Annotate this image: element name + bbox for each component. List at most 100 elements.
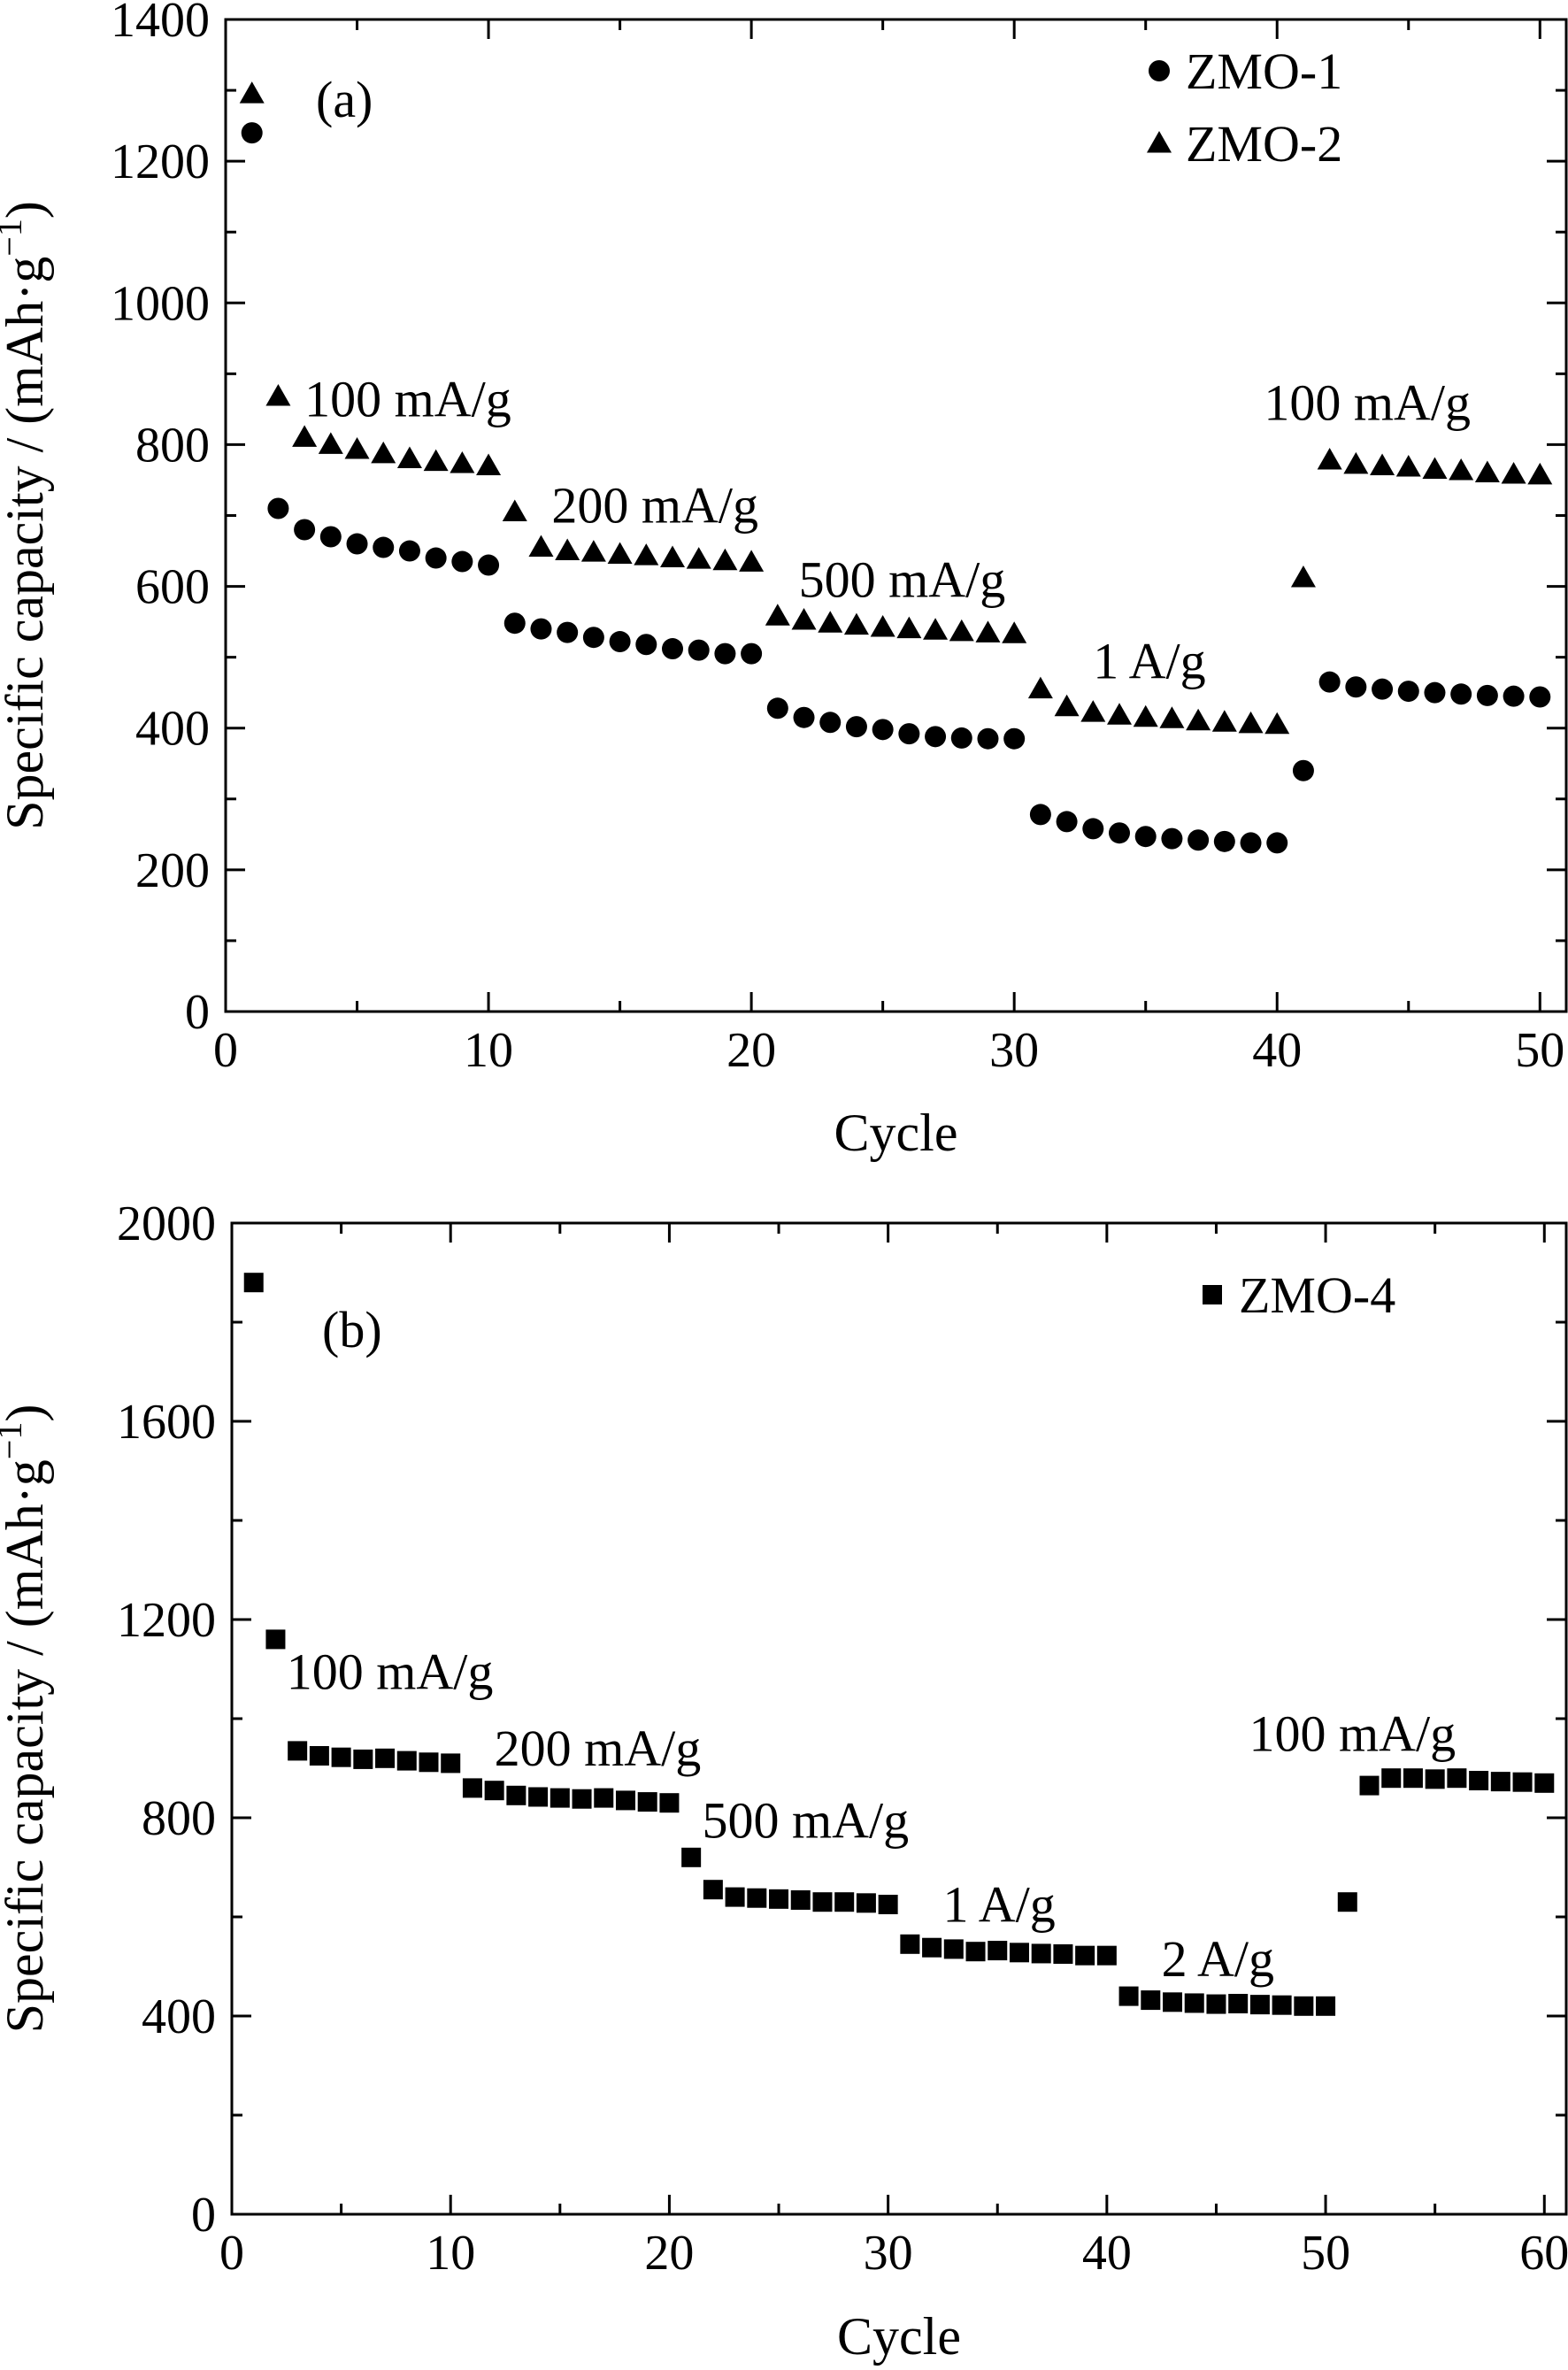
data-point-zmo-1 <box>741 643 763 665</box>
y-tick-label: 1200 <box>111 135 210 189</box>
data-point-zmo-2 <box>791 608 817 630</box>
data-point-zmo-2 <box>1186 708 1211 731</box>
data-point-zmo-4 <box>1249 1995 1270 2015</box>
data-point-zmo-4 <box>1053 1944 1073 1964</box>
rate-annotation: 100 mA/g <box>304 370 511 427</box>
y-tick-label: 800 <box>135 418 210 473</box>
x-axis-title: Cycle <box>837 2307 961 2366</box>
rate-annotation: 100 mA/g <box>287 1643 494 1700</box>
data-point-zmo-4 <box>988 1941 1008 1961</box>
data-point-zmo-2 <box>1107 703 1132 725</box>
x-tick-label: 10 <box>464 1023 513 1078</box>
data-point-zmo-4 <box>550 1788 570 1808</box>
data-point-zmo-2 <box>1474 460 1500 482</box>
data-point-zmo-1 <box>977 727 999 750</box>
data-point-zmo-1 <box>1213 830 1235 852</box>
data-point-zmo-1 <box>793 706 815 728</box>
y-tick-label: 0 <box>191 2188 216 2243</box>
data-point-zmo-4 <box>1228 1994 1249 2013</box>
y-tick-label: 1400 <box>111 0 210 48</box>
data-point-zmo-1 <box>1318 671 1341 693</box>
data-point-zmo-4 <box>594 1788 614 1808</box>
data-point-zmo-2 <box>1159 706 1185 728</box>
data-point-zmo-2 <box>923 618 949 640</box>
data-point-zmo-1 <box>1345 676 1367 698</box>
data-point-zmo-4 <box>484 1781 504 1801</box>
data-point-zmo-4 <box>922 1937 942 1958</box>
data-point-zmo-1 <box>766 697 788 719</box>
data-point-zmo-4 <box>703 1880 723 1900</box>
y-tick-label: 1200 <box>117 1593 216 1648</box>
series-zmo-4 <box>243 1273 1555 2016</box>
data-point-zmo-2 <box>660 545 685 568</box>
data-point-zmo-2 <box>739 550 765 572</box>
y-tick-label: 2000 <box>117 1197 216 1251</box>
data-point-zmo-2 <box>1422 457 1448 479</box>
data-point-zmo-4 <box>331 1747 351 1767</box>
data-point-zmo-4 <box>681 1847 702 1867</box>
data-point-zmo-4 <box>615 1790 635 1811</box>
data-point-zmo-4 <box>637 1792 657 1812</box>
data-point-zmo-4 <box>1075 1945 1095 1966</box>
data-point-zmo-2 <box>843 612 869 635</box>
y-tick-label: 800 <box>142 1791 216 1846</box>
data-point-zmo-1 <box>819 712 842 734</box>
data-point-zmo-1 <box>425 547 447 569</box>
data-point-zmo-4 <box>528 1787 549 1807</box>
data-point-zmo-2 <box>949 619 974 642</box>
data-point-zmo-1 <box>1134 826 1157 848</box>
y-axis-title: Specific capacity / (mAh·g−1) <box>0 1404 54 2034</box>
data-point-zmo-2 <box>975 620 1001 643</box>
data-point-zmo-4 <box>659 1793 680 1813</box>
data-point-zmo-1 <box>1424 681 1446 704</box>
rate-annotation: 500 mA/g <box>799 551 1006 609</box>
data-point-zmo-2 <box>344 437 370 459</box>
data-point-zmo-1 <box>872 719 894 741</box>
data-point-zmo-2 <box>1370 453 1395 475</box>
data-point-zmo-1 <box>530 618 552 640</box>
data-point-zmo-1 <box>1029 804 1051 826</box>
data-point-zmo-2 <box>1211 710 1237 732</box>
data-point-zmo-1 <box>1188 829 1210 851</box>
rate-annotation: 2 A/g <box>1162 1930 1274 1988</box>
data-point-zmo-4 <box>1425 1769 1445 1789</box>
data-point-zmo-4 <box>1469 1771 1489 1790</box>
legend-marker-zmo-4 <box>1203 1285 1222 1304</box>
data-point-zmo-1 <box>635 634 657 656</box>
y-axis-title: Specific capacity / (mAh·g−1) <box>0 201 54 830</box>
data-point-zmo-1 <box>1003 727 1026 750</box>
data-point-zmo-1 <box>688 639 710 661</box>
data-point-zmo-2 <box>450 451 475 473</box>
data-point-zmo-2 <box>476 453 502 475</box>
data-point-zmo-4 <box>419 1752 439 1773</box>
data-point-zmo-2 <box>896 616 922 639</box>
data-point-zmo-1 <box>241 122 263 144</box>
data-point-zmo-2 <box>1002 621 1027 643</box>
x-tick-label: 30 <box>864 2226 913 2281</box>
data-point-zmo-4 <box>1163 1992 1183 2012</box>
data-point-zmo-2 <box>580 540 606 562</box>
data-point-zmo-4 <box>243 1273 264 1293</box>
data-point-zmo-4 <box>1272 1995 1292 2015</box>
legend-label: ZMO-4 <box>1239 1266 1395 1324</box>
x-axis-title: Cycle <box>834 1104 958 1162</box>
data-point-zmo-1 <box>1056 811 1078 833</box>
legend-marker-zmo-1 <box>1149 60 1170 81</box>
data-point-zmo-1 <box>582 627 604 649</box>
data-point-zmo-2 <box>1054 694 1080 717</box>
data-point-zmo-4 <box>1141 1990 1161 2011</box>
data-point-zmo-4 <box>965 1942 986 1962</box>
x-tick-label: 50 <box>1515 1023 1564 1078</box>
data-point-zmo-2 <box>239 81 265 104</box>
data-point-zmo-2 <box>607 542 633 565</box>
data-point-zmo-2 <box>1449 458 1474 481</box>
data-point-zmo-2 <box>502 499 527 521</box>
data-point-zmo-4 <box>1118 1986 1139 2006</box>
data-point-zmo-2 <box>555 538 580 561</box>
data-point-zmo-1 <box>898 723 920 745</box>
data-point-zmo-1 <box>503 612 526 635</box>
data-point-zmo-4 <box>1447 1768 1467 1789</box>
plot-frame <box>224 18 1568 1013</box>
series-zmo-2 <box>239 81 1553 735</box>
rate-annotation: 100 mA/g <box>1264 373 1471 431</box>
